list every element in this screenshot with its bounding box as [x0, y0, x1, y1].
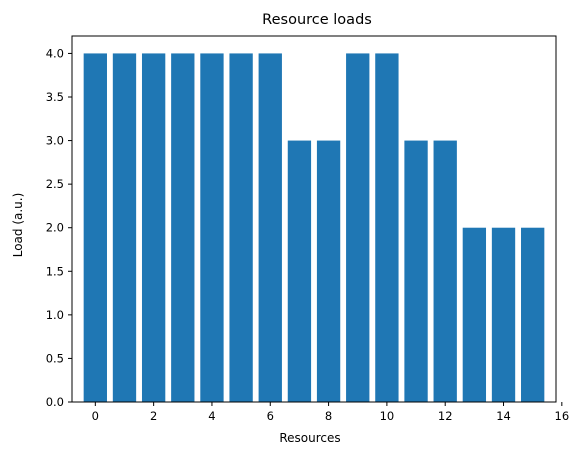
- bar-4: [200, 53, 224, 403]
- x-tick-label: 0: [92, 409, 99, 423]
- x-tick-label: 6: [267, 409, 274, 423]
- y-tick-label: 0.0: [46, 395, 64, 409]
- x-tick-label: 2: [150, 409, 157, 423]
- bar-1: [112, 53, 137, 403]
- bar-15: [521, 227, 545, 402]
- bar-11: [404, 140, 428, 403]
- chart-title: Resource loads: [262, 12, 372, 28]
- y-tick-label: 3.0: [46, 134, 64, 148]
- bar-12: [433, 140, 457, 403]
- bar-10: [375, 53, 399, 403]
- x-axis-ticks: 0 2 4 6 8 10 12 14 16: [92, 402, 569, 423]
- y-tick-label: 3.5: [46, 90, 64, 104]
- bar-7: [287, 140, 312, 403]
- bar-5: [229, 53, 253, 403]
- x-tick-label: 16: [555, 409, 570, 423]
- y-tick-label: 0.5: [46, 351, 64, 365]
- y-tick-label: 1.5: [46, 264, 64, 278]
- x-tick-label: 10: [380, 409, 395, 423]
- bars-group: [83, 53, 545, 403]
- bar-3: [171, 53, 195, 403]
- bar-9: [346, 53, 370, 403]
- x-tick-label: 4: [208, 409, 215, 423]
- y-axis-ticks: 0.0 0.5 1.0 1.5 2.0 2.5 3.0 3.5 4.0: [46, 46, 72, 409]
- bar-13: [462, 227, 487, 402]
- bar-0: [83, 53, 107, 403]
- x-tick-label: 8: [325, 409, 332, 423]
- x-axis-label: Resources: [279, 431, 340, 445]
- axes-frame: [71, 35, 557, 403]
- bar-8: [316, 140, 341, 403]
- y-tick-label: 2.5: [46, 177, 64, 191]
- bar-6: [258, 53, 282, 403]
- x-tick-label: 14: [496, 409, 511, 423]
- y-tick-label: 1.0: [46, 308, 64, 322]
- bar-14: [491, 227, 516, 402]
- bar-2: [141, 53, 166, 403]
- y-tick-label: 4.0: [46, 46, 64, 60]
- y-tick-label: 2.0: [46, 221, 64, 235]
- y-axis-label: Load (a.u.): [11, 193, 25, 258]
- x-tick-label: 12: [438, 409, 453, 423]
